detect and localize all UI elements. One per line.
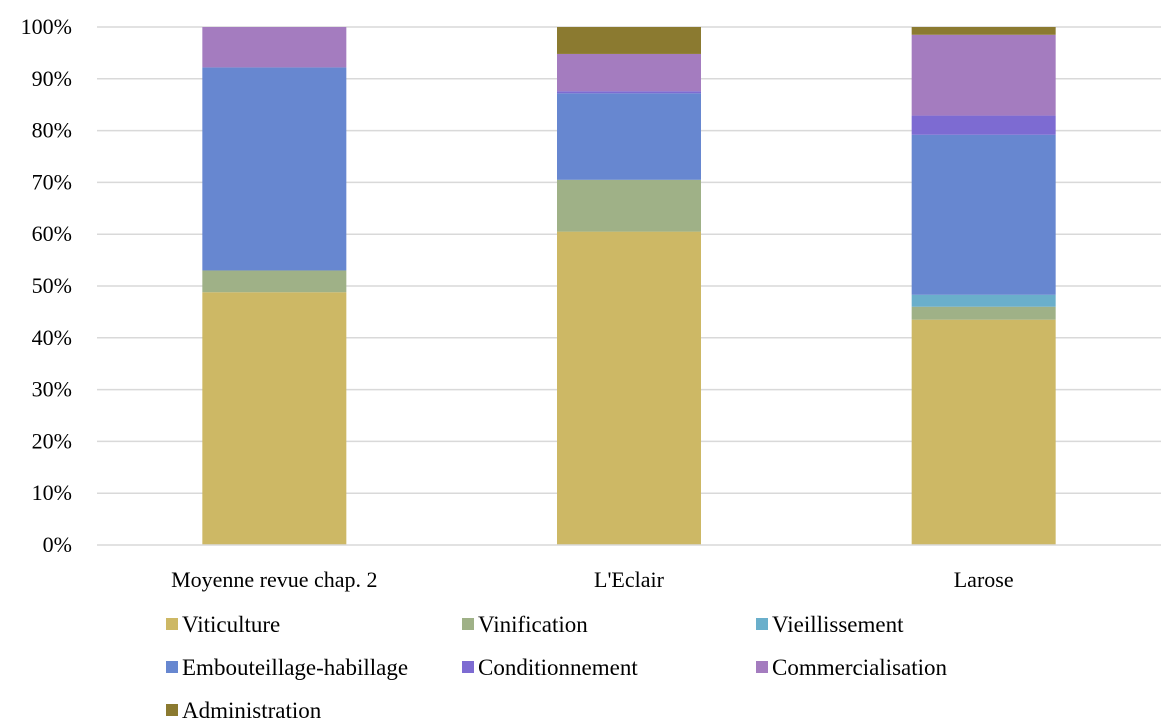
y-axis-tick-labels: 0% 10% 20% 30% 40% 50% 60% 70% 80% 90% 100% (21, 14, 72, 557)
y-tick-label: 40% (32, 325, 72, 350)
legend-label: Viticulture (182, 612, 280, 637)
y-tick-label: 30% (32, 377, 72, 402)
bar-segment-administration (911, 27, 1056, 35)
y-tick-label: 90% (32, 66, 72, 91)
bar-segment-viticulture (557, 231, 701, 546)
y-tick-label: 0% (43, 532, 72, 557)
bar-segment-conditionnement (911, 115, 1056, 135)
legend-label: Commercialisation (772, 655, 948, 680)
bar-segment-vieillissement (911, 294, 1056, 307)
legend-swatch (166, 618, 178, 630)
bar-segment-embouteillage-habillage (911, 134, 1056, 295)
bar-segment-viticulture (911, 319, 1056, 545)
y-tick-label: 70% (32, 169, 72, 194)
bar-stack-larose (911, 27, 1056, 545)
legend-swatch (166, 704, 178, 716)
legend-item: Vinification (462, 612, 588, 637)
bar-segment-commercialisation (911, 34, 1056, 116)
legend-item: Administration (166, 698, 322, 723)
legend-swatch (462, 661, 474, 673)
y-tick-label: 20% (32, 428, 72, 453)
bar-segment-embouteillage-habillage (557, 93, 701, 180)
bar-stack-moyenne-revue-chap-2 (202, 27, 347, 545)
legend-swatch (166, 661, 178, 673)
legend: Viticulture Vinification Vieillissement Emb… (166, 612, 948, 723)
legend-label: Embouteillage-habillage (182, 655, 408, 680)
y-tick-label: 60% (32, 221, 72, 246)
legend-swatch (756, 618, 768, 630)
bar-segment-commercialisation (557, 53, 701, 92)
legend-item: Conditionnement (462, 655, 638, 680)
legend-item: Embouteillage-habillage (166, 655, 408, 680)
bar-segment-vinification (202, 270, 347, 293)
bar-segment-vinification (557, 179, 701, 232)
bar-stack-l-eclair (557, 27, 701, 546)
bar-segment-vinification (911, 306, 1056, 320)
legend-label: Conditionnement (478, 655, 638, 680)
bar-segment-embouteillage-habillage (202, 67, 347, 271)
legend-item: Commercialisation (756, 655, 948, 680)
bar-segment-conditionnement (557, 91, 701, 94)
y-tick-label: 50% (32, 273, 72, 298)
y-tick-label: 80% (32, 118, 72, 143)
y-tick-label: 100% (21, 14, 72, 39)
legend-item: Viticulture (166, 612, 280, 637)
legend-swatch (462, 618, 474, 630)
legend-item: Vieillissement (756, 612, 904, 637)
x-category-label: Moyenne revue chap. 2 (171, 567, 377, 592)
x-category-label: L'Eclair (594, 567, 665, 592)
bar-segment-commercialisation (202, 27, 347, 68)
legend-label: Vinification (478, 612, 588, 637)
x-category-label: Larose (954, 567, 1014, 592)
legend-label: Vieillissement (772, 612, 904, 637)
legend-swatch (756, 661, 768, 673)
legend-label: Administration (182, 698, 322, 723)
y-tick-label: 10% (32, 480, 72, 505)
bars (202, 27, 1056, 546)
x-axis-category-labels: Moyenne revue chap. 2 L'Eclair Larose (171, 567, 1014, 592)
bar-segment-administration (557, 27, 701, 54)
bar-segment-viticulture (202, 292, 347, 545)
